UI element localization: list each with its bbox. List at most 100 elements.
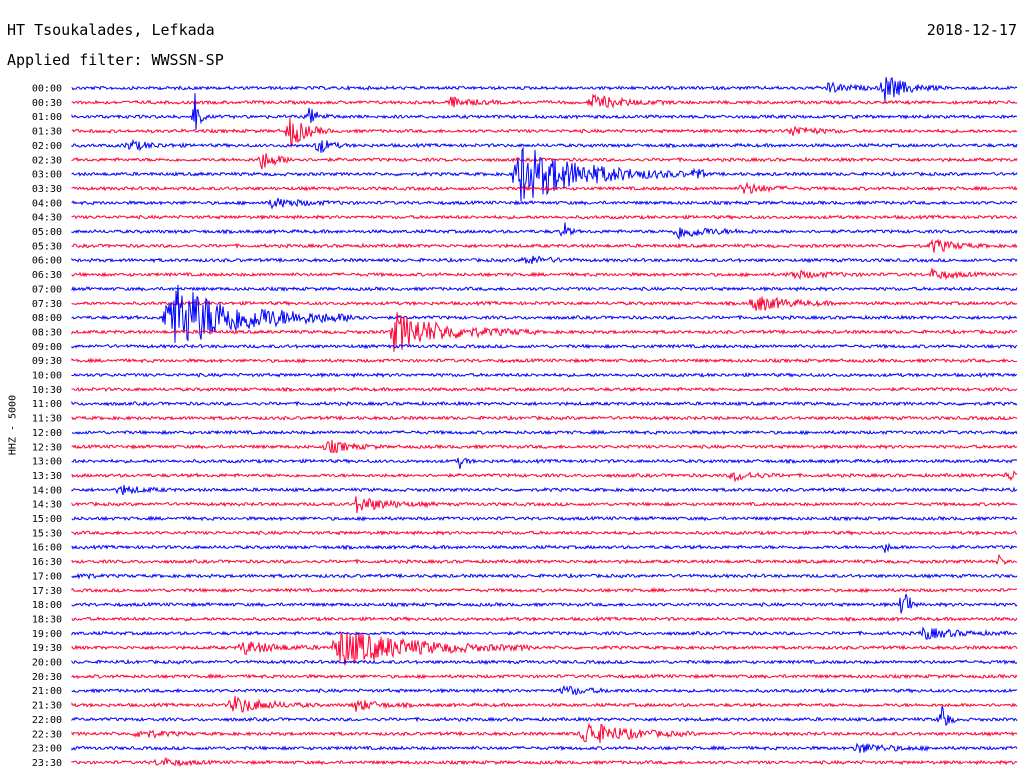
trace-row — [71, 357, 1018, 364]
trace-row — [71, 138, 1018, 153]
row-label: 04:00 — [32, 198, 62, 209]
trace-row — [71, 371, 1018, 379]
row-label: 03:00 — [32, 170, 62, 181]
trace-row — [71, 153, 1018, 170]
trace-row — [71, 496, 1018, 514]
row-label: 06:00 — [32, 256, 62, 267]
row-label: 06:30 — [32, 270, 62, 281]
row-label: 10:30 — [32, 385, 62, 396]
trace-row — [71, 593, 1018, 614]
row-label: 09:30 — [32, 356, 62, 367]
trace-row — [71, 631, 1018, 666]
row-label: 00:30 — [32, 98, 62, 109]
row-label: 05:30 — [32, 241, 62, 252]
row-label: 21:00 — [32, 686, 62, 697]
trace-row — [71, 386, 1018, 393]
row-label: 09:00 — [32, 342, 62, 353]
trace-row — [71, 285, 1018, 293]
trace-row — [71, 529, 1018, 536]
trace-row — [71, 400, 1018, 407]
trace-row — [71, 742, 1018, 753]
trace-row — [71, 117, 1018, 148]
row-label: 23:30 — [32, 758, 62, 769]
row-label: 07:00 — [32, 284, 62, 295]
row-label: 18:30 — [32, 614, 62, 625]
row-label: 20:30 — [32, 672, 62, 683]
row-label: 07:30 — [32, 299, 62, 310]
row-label: 04:30 — [32, 213, 62, 224]
row-label: 00:00 — [32, 84, 62, 95]
row-label: 17:00 — [32, 571, 62, 582]
trace-row — [71, 343, 1018, 350]
row-label: 08:30 — [32, 327, 62, 338]
trace-row — [71, 222, 1018, 240]
trace-row — [71, 255, 1018, 265]
row-label: 08:00 — [32, 313, 62, 324]
trace-row — [71, 76, 1018, 102]
row-label: 20:00 — [32, 658, 62, 669]
row-label: 11:30 — [32, 414, 62, 425]
trace-row — [71, 722, 1018, 744]
trace-row — [71, 439, 1018, 454]
trace-row — [71, 238, 1018, 253]
trace-row — [71, 553, 1018, 566]
row-label: 22:00 — [32, 715, 62, 726]
trace-row — [71, 470, 1018, 483]
trace-row — [71, 296, 1018, 311]
row-label: 14:30 — [32, 500, 62, 511]
trace-row — [71, 695, 1018, 713]
row-label: 13:00 — [32, 457, 62, 468]
trace-row — [71, 705, 1018, 727]
row-label: 03:30 — [32, 184, 62, 195]
row-label: 16:00 — [32, 543, 62, 554]
row-label: 18:00 — [32, 600, 62, 611]
trace-row — [71, 284, 1018, 343]
row-label: 02:00 — [32, 141, 62, 152]
trace-row — [71, 146, 1018, 202]
trace-row — [71, 268, 1018, 281]
row-label: 23:00 — [32, 744, 62, 755]
row-label: 15:00 — [32, 514, 62, 525]
trace-row — [71, 93, 1018, 131]
station-title: HT Tsoukalades, Lefkada — [7, 21, 215, 39]
row-label: 10:00 — [32, 371, 62, 382]
trace-row — [71, 572, 1018, 581]
row-label: 12:00 — [32, 428, 62, 439]
trace-row — [71, 429, 1018, 436]
row-label: 01:00 — [32, 112, 62, 123]
trace-row — [71, 673, 1018, 680]
trace-row — [71, 414, 1018, 422]
trace-row — [71, 93, 1018, 109]
trace-row — [71, 214, 1018, 221]
row-label: 15:30 — [32, 528, 62, 539]
trace-row — [71, 197, 1018, 210]
row-label: 19:30 — [32, 643, 62, 654]
row-label: 16:30 — [32, 557, 62, 568]
trace-row — [71, 756, 1018, 767]
trace-row — [71, 658, 1018, 665]
row-label: 22:30 — [32, 729, 62, 740]
trace-row — [71, 615, 1018, 623]
row-label: 13:30 — [32, 471, 62, 482]
row-label: 19:00 — [32, 629, 62, 640]
trace-row — [71, 312, 1018, 352]
row-label: 14:00 — [32, 485, 62, 496]
row-label: 01:30 — [32, 127, 62, 138]
trace-row — [71, 484, 1018, 496]
trace-row — [71, 626, 1018, 641]
row-label: 21:30 — [32, 701, 62, 712]
trace-row — [71, 684, 1018, 696]
row-label: 11:00 — [32, 399, 62, 410]
trace-row — [71, 587, 1018, 594]
trace-row — [71, 542, 1018, 553]
row-label: 12:30 — [32, 442, 62, 453]
trace-row — [71, 181, 1018, 194]
row-label: 02:30 — [32, 155, 62, 166]
filter-label: Applied filter: WWSSN-SP — [7, 51, 224, 69]
row-label: 05:00 — [32, 227, 62, 238]
date-label: 2018-12-17 — [926, 21, 1017, 39]
trace-row — [71, 515, 1018, 522]
row-label: 17:30 — [32, 586, 62, 597]
trace-row — [71, 457, 1018, 469]
